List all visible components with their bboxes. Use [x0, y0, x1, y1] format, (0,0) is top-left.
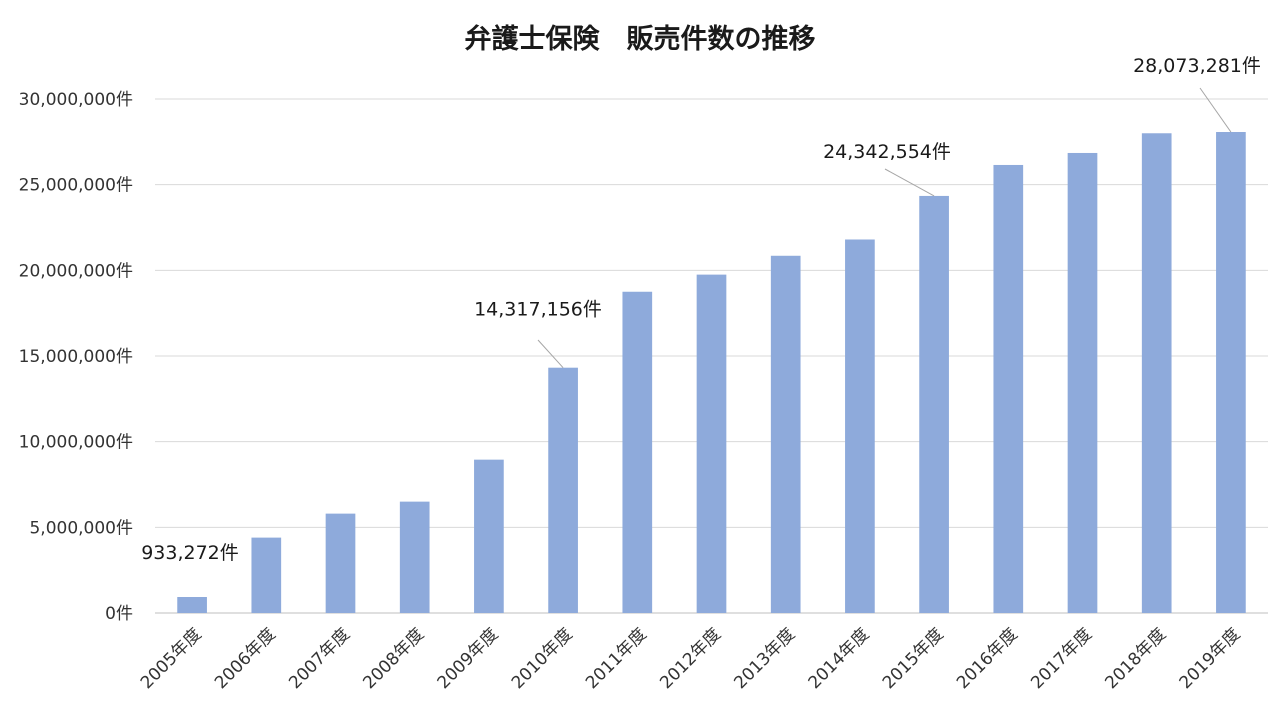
- data-label: 24,342,554件: [823, 141, 951, 163]
- data-label: 14,317,156件: [474, 299, 602, 321]
- bar: [399, 501, 430, 613]
- y-tick-label: 20,000,000件: [19, 261, 133, 281]
- y-tick-label: 25,000,000件: [19, 176, 133, 196]
- x-tick-label: 2012年度: [656, 624, 725, 693]
- y-tick-label: 10,000,000件: [19, 433, 133, 453]
- bar: [770, 255, 801, 613]
- bar: [696, 274, 727, 613]
- x-tick-label: 2018年度: [1101, 624, 1170, 693]
- x-axis-ticks: 2005年度 2006年度 2007年度 2008年度 2009年度 2010年度 2011…: [137, 624, 1245, 693]
- x-tick-label: 2015年度: [879, 624, 948, 693]
- x-tick-label: 2016年度: [953, 624, 1022, 693]
- y-tick-label: 0件: [105, 604, 133, 624]
- leader-line: [884, 168, 935, 197]
- y-axis-ticks: 0件 5,000,000件 10,000,000件 15,000,000件 20,000…: [19, 90, 133, 624]
- x-tick-label: 2014年度: [805, 624, 874, 693]
- bars: [177, 132, 1246, 614]
- bar: [622, 291, 653, 613]
- bar: [1141, 133, 1172, 613]
- chart-title: 弁護士保険 販売件数の推移: [465, 23, 816, 55]
- leader-line: [537, 339, 564, 369]
- x-tick-label: 2007年度: [285, 624, 354, 693]
- bar: [325, 513, 356, 613]
- data-label: 933,272件: [141, 542, 239, 564]
- x-tick-label: 2005年度: [137, 624, 206, 693]
- x-tick-label: 2006年度: [211, 624, 280, 693]
- x-tick-label: 2008年度: [359, 624, 428, 693]
- x-tick-label: 2010年度: [508, 624, 577, 693]
- bar: [1067, 152, 1098, 613]
- y-tick-label: 30,000,000件: [19, 90, 133, 110]
- data-label: 28,073,281件: [1133, 55, 1261, 77]
- bar: [177, 597, 207, 613]
- leader-line: [1199, 87, 1232, 133]
- x-tick-label: 2013年度: [730, 624, 799, 693]
- data-labels: 933,272件 14,317,156件 24,342,554件 28,073,281…: [141, 55, 1261, 564]
- bar: [548, 367, 578, 613]
- y-tick-label: 15,000,000件: [19, 347, 133, 367]
- bar: [919, 195, 949, 613]
- bar: [845, 239, 875, 613]
- bar: [1216, 132, 1246, 614]
- y-tick-label: 5,000,000件: [29, 518, 133, 538]
- bar: [474, 459, 504, 613]
- x-tick-label: 2011年度: [582, 624, 651, 693]
- x-tick-label: 2009年度: [434, 624, 503, 693]
- bar: [993, 164, 1024, 614]
- x-tick-label: 2017年度: [1027, 624, 1096, 693]
- x-tick-label: 2019年度: [1176, 624, 1245, 693]
- bar: [251, 537, 282, 613]
